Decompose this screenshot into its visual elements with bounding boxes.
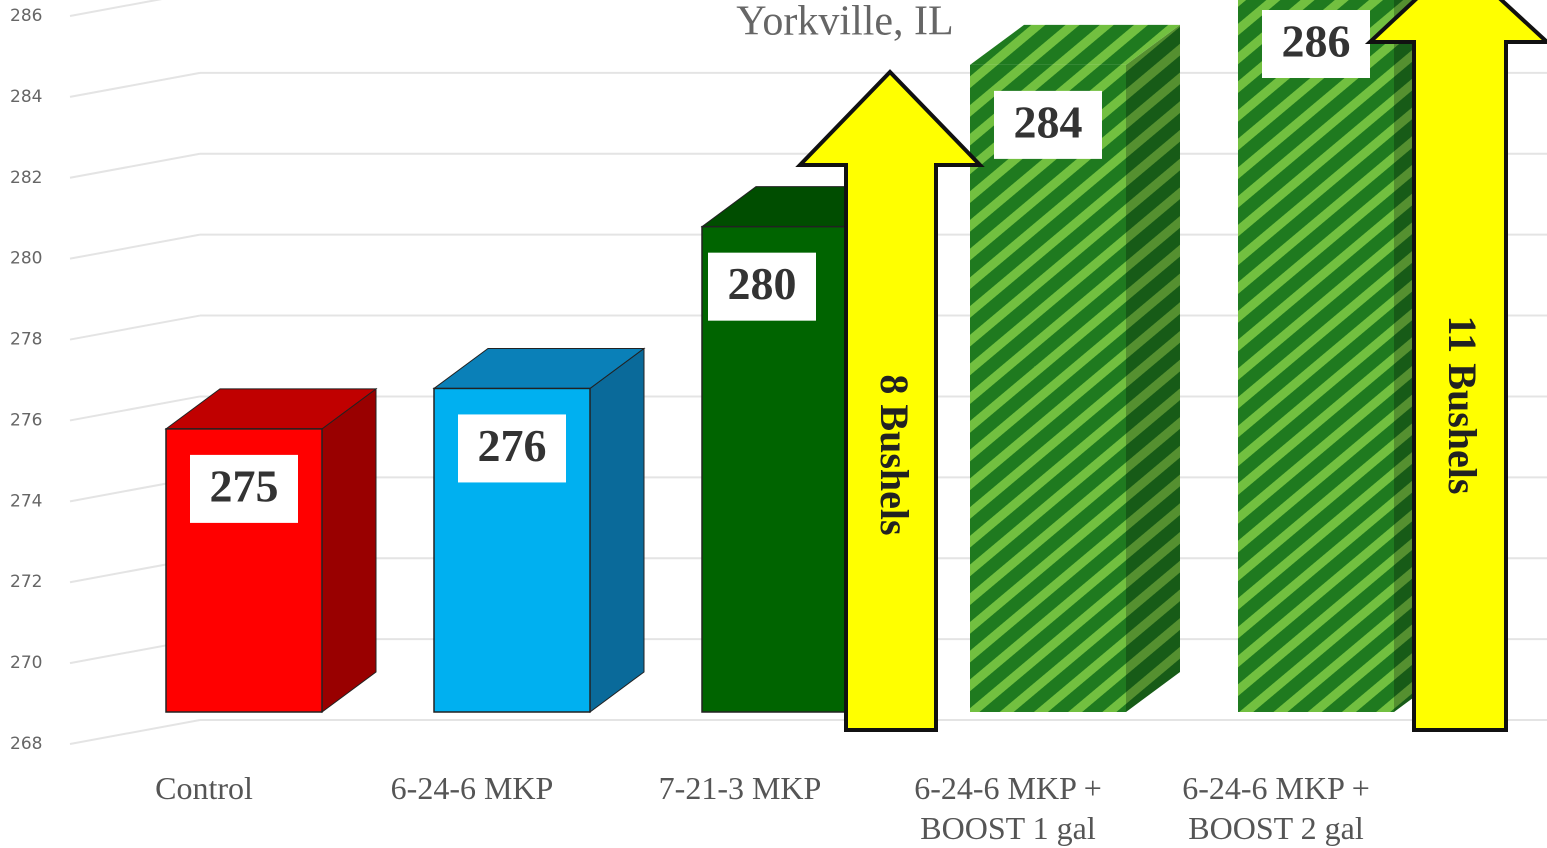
y-tick-label: 284 <box>10 87 42 107</box>
y-tick-label: 272 <box>10 572 42 592</box>
grid-line-side <box>69 314 201 341</box>
value-label-box <box>708 252 816 321</box>
value-label-box <box>458 414 566 483</box>
value-label-box <box>190 454 298 523</box>
bar <box>970 64 1126 712</box>
y-tick-label: 276 <box>10 410 42 430</box>
y-tick-label: 278 <box>10 330 42 350</box>
bar-side <box>589 347 645 713</box>
grid-line-side <box>69 233 201 260</box>
y-tick-label: 286 <box>10 6 42 26</box>
arrow <box>1364 0 1547 732</box>
x-tick-label: Control <box>155 770 253 806</box>
y-tick-label: 268 <box>10 734 42 754</box>
y-tick-label: 274 <box>10 491 42 511</box>
bar-side <box>321 387 377 713</box>
arrow-11: 11 Bushels <box>1364 0 1547 732</box>
value-label: 275 <box>210 460 279 511</box>
chart-title: Yorkville, IL <box>736 0 953 45</box>
annotation: 8 Bushels <box>872 374 917 535</box>
bar-side-shade <box>1126 24 1180 712</box>
grid-line-side <box>69 719 201 745</box>
value-label: 276 <box>478 420 547 471</box>
y-tick-label: 270 <box>10 653 42 673</box>
y-tick-label: 282 <box>10 168 42 188</box>
grid-line-side <box>69 0 163 17</box>
bar-side <box>1126 24 1180 712</box>
bars: 275 276 280 284 286 <box>164 0 1448 713</box>
y-tick-label: 280 <box>10 249 42 269</box>
grid-line-side <box>69 395 201 422</box>
x-tick-label: 6-24-6 MKP + BOOST 2 gal <box>1182 770 1370 846</box>
bar <box>1238 0 1394 712</box>
x-tick-label: 6-24-6 MKP <box>390 770 554 806</box>
grid-line-side <box>69 152 201 179</box>
annotation: 11 Bushels <box>1440 316 1485 495</box>
value-label: 280 <box>728 258 797 309</box>
arrow <box>795 69 985 732</box>
grid-line-side <box>69 71 201 98</box>
x-tick-label: 6-24-6 MKP + BOOST 1 gal <box>914 770 1102 846</box>
bar-top <box>970 24 1180 65</box>
value-label-box <box>994 90 1102 159</box>
x-tick-label: 7-21-3 MKP <box>658 770 822 806</box>
value-label-box <box>1262 10 1370 78</box>
arrow-8: 8 Bushels <box>795 69 985 732</box>
value-label: 286 <box>1282 16 1351 67</box>
value-label: 284 <box>1014 96 1083 147</box>
